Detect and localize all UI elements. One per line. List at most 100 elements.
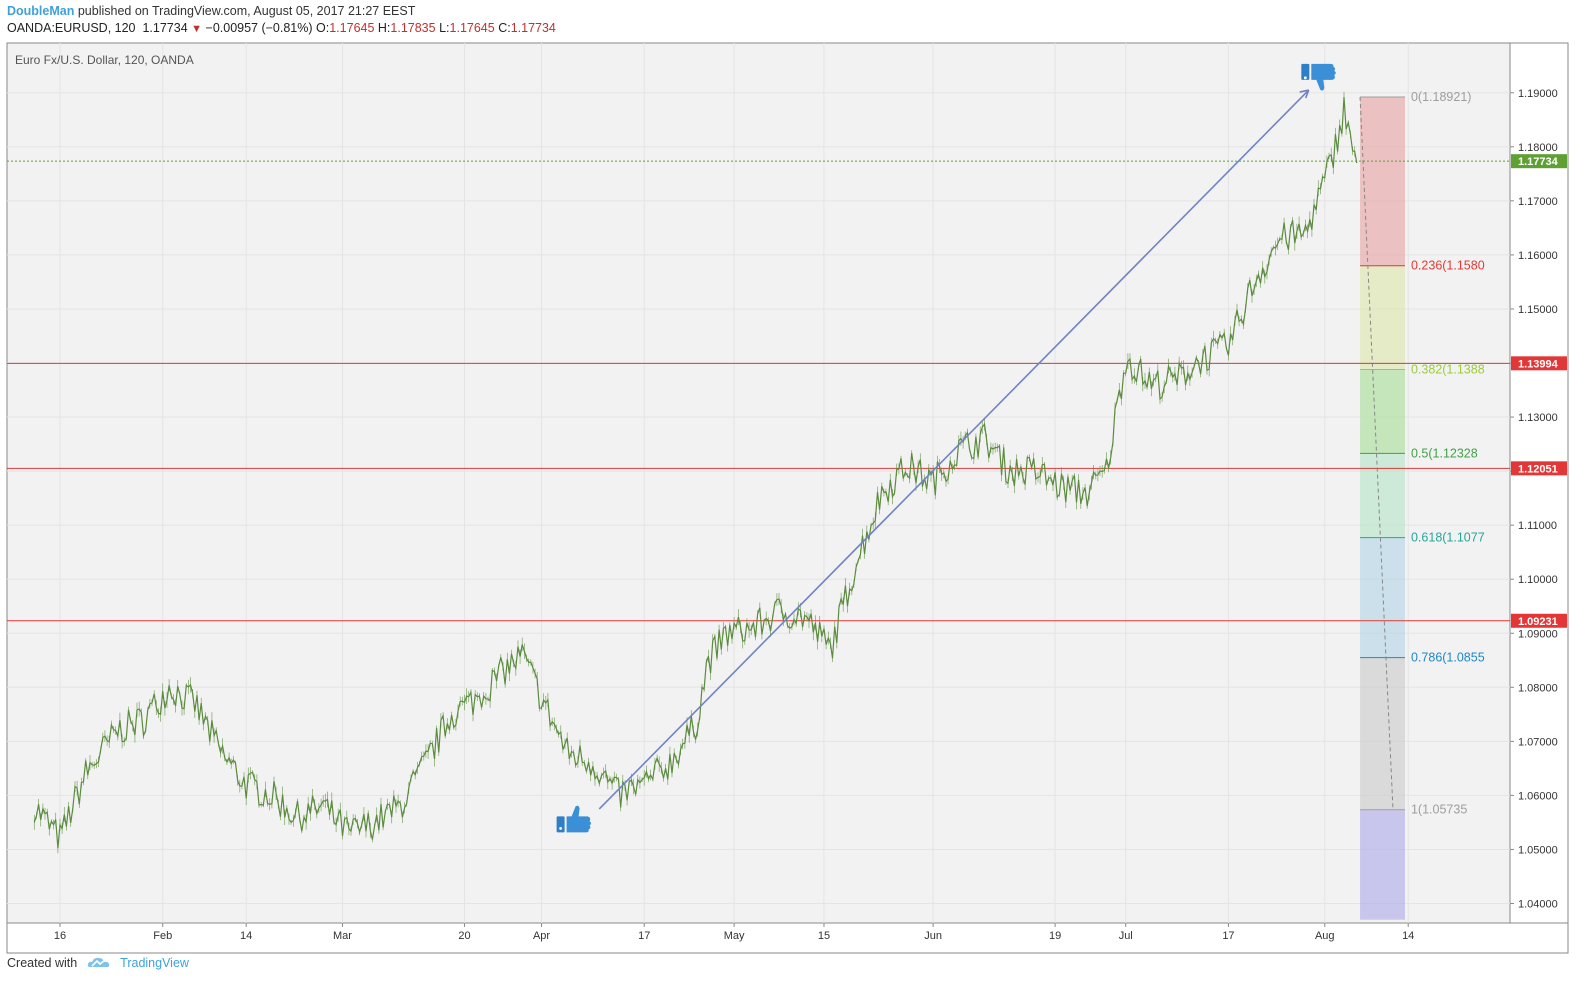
fib-level-label: 0.236(1.1580 <box>1411 259 1485 273</box>
created-with: Created with <box>7 956 78 970</box>
x-tick-label: 17 <box>1222 930 1234 942</box>
price-tag-bg <box>1511 461 1567 476</box>
close-label: C: <box>498 21 511 35</box>
fib-zone <box>1360 809 1405 920</box>
x-tick-label: 20 <box>458 930 470 942</box>
high-label: H: <box>377 21 391 35</box>
x-tick-label: 17 <box>638 930 650 942</box>
header: DoubleMan published on TradingView.com, … <box>7 3 1567 38</box>
thumb-hand <box>1311 63 1336 91</box>
price-tag-bg <box>1511 154 1567 169</box>
price-tag-label: 1.09231 <box>1518 616 1558 628</box>
thumbs-down-icon[interactable] <box>1301 63 1336 91</box>
y-tick-label: 1.17000 <box>1518 196 1558 208</box>
level-price-tag[interactable]: 1.12051 <box>1511 461 1567 476</box>
markers[interactable] <box>556 63 1336 833</box>
open-value: 1.17645 <box>329 21 375 35</box>
fib-level-label: 0.382(1.1388 <box>1411 362 1485 376</box>
thumb-cuff <box>556 816 565 833</box>
thumbs-up-icon[interactable] <box>556 805 592 833</box>
price-tag-bg <box>1511 613 1567 628</box>
trendline-segment[interactable] <box>598 89 1310 810</box>
x-tick-label: Aug <box>1315 930 1335 942</box>
open-label: O: <box>316 21 330 35</box>
tradingview-link[interactable]: TradingView <box>120 956 189 970</box>
close-value: 1.17734 <box>510 21 556 35</box>
down-arrow-icon: ▼ <box>191 23 203 35</box>
y-tick-label: 1.15000 <box>1518 304 1558 316</box>
y-tick-label: 1.11000 <box>1518 520 1557 532</box>
series-line <box>33 96 1358 849</box>
time-axis-background <box>6 922 1569 954</box>
price-tag-label: 1.13994 <box>1518 358 1559 370</box>
price-tag-label: 1.17734 <box>1518 156 1559 168</box>
x-tick-label: Jun <box>924 930 942 942</box>
low-value: 1.17645 <box>449 21 495 35</box>
last-price-tag[interactable]: 1.17734 <box>1511 154 1567 169</box>
y-tick-label: 1.06000 <box>1518 790 1558 802</box>
y-tick-label: 1.04000 <box>1518 899 1558 911</box>
fib-zone <box>1360 369 1405 454</box>
fib-zone <box>1360 657 1405 810</box>
x-tick-label: 19 <box>1049 930 1061 942</box>
x-tick-label: 14 <box>240 930 252 942</box>
tradingview-cloud-icon <box>87 957 109 967</box>
thumb-cuff <box>1301 63 1310 80</box>
y-tick-label: 1.19000 <box>1518 88 1558 100</box>
price-tag-bg <box>1511 356 1567 371</box>
trendline[interactable] <box>598 89 1310 810</box>
fib-zone <box>1360 97 1405 266</box>
y-tick-label: 1.18000 <box>1518 142 1558 154</box>
fib-level-label: 0(1.18921) <box>1411 90 1471 104</box>
y-tick-label: 1.09000 <box>1518 628 1558 640</box>
y-tick-label: 1.08000 <box>1518 682 1558 694</box>
x-tick-label: 14 <box>1402 930 1414 942</box>
ohlc-line: OANDA:EURUSD, 120 1.17734 ▼ −0.00957 (−0… <box>7 20 1567 38</box>
price-series <box>33 91 1358 854</box>
thumbs-down-icon-shape <box>1301 63 1336 91</box>
publish-line: DoubleMan published on TradingView.com, … <box>7 3 1567 20</box>
level-price-tag[interactable]: 1.13994 <box>1511 356 1567 371</box>
fib-level-label: 0.5(1.12328 <box>1411 446 1478 460</box>
fib-zone <box>1360 537 1405 658</box>
price-axis-background <box>1509 42 1569 924</box>
price-axis[interactable]: 1.04000 1.05000 1.06000 1.07000 1.08000 1.090… <box>1510 88 1567 911</box>
last-price: 1.17734 <box>142 21 188 35</box>
thumbs-up-icon-shape <box>556 805 592 833</box>
published-text: published on TradingView.com, August 05,… <box>77 4 416 18</box>
y-tick-label: 1.16000 <box>1518 250 1558 262</box>
fib-level-label: 1(1.05735 <box>1411 803 1467 817</box>
fib-level-label: 0.786(1.0855 <box>1411 651 1485 665</box>
y-tick-label: 1.05000 <box>1518 844 1558 856</box>
horizontal-levels[interactable] <box>7 160 1510 622</box>
thumb-hand <box>566 805 592 833</box>
fibonacci-retracement[interactable]: 0(1.18921) 0.236(1.1580 0.382(1.1388 0.5(1.… <box>1359 90 1485 920</box>
grid <box>7 43 1510 923</box>
y-tick-label: 1.07000 <box>1518 736 1558 748</box>
y-tick-label: 1.13000 <box>1518 412 1558 424</box>
thumb-dot <box>559 827 562 830</box>
trendline-arrowhead <box>1299 89 1310 99</box>
fib-zone <box>1360 453 1405 538</box>
x-tick-label: May <box>724 930 745 942</box>
thumb-dot <box>1303 76 1307 80</box>
x-tick-label: 15 <box>818 930 830 942</box>
fib-zone <box>1360 265 1405 370</box>
time-axis[interactable]: 16 Feb 14 Mar 20 Apr 17 May 15 Jun 19 Jul 17 Aug 14 <box>54 923 1414 942</box>
symbol[interactable]: OANDA:EURUSD, 120 <box>7 21 136 35</box>
author-link[interactable]: DoubleMan <box>7 4 75 18</box>
fib-level-label: 0.618(1.1077 <box>1411 531 1485 545</box>
plot-background <box>6 42 1511 924</box>
low-label: L: <box>439 21 450 35</box>
change: −0.00957 (−0.81%) <box>205 21 313 35</box>
x-tick-label: 16 <box>54 930 66 942</box>
price-tag-label: 1.12051 <box>1518 463 1558 475</box>
chart-title: Euro Fx/U.S. Dollar, 120, OANDA <box>15 53 194 67</box>
level-price-tag[interactable]: 1.09231 <box>1511 613 1567 628</box>
x-tick-label: Mar <box>333 930 352 942</box>
y-tick-label: 1.10000 <box>1518 574 1558 586</box>
high-value: 1.17835 <box>390 21 436 35</box>
x-tick-label: Apr <box>533 930 550 942</box>
x-tick-label: Jul <box>1119 930 1133 942</box>
